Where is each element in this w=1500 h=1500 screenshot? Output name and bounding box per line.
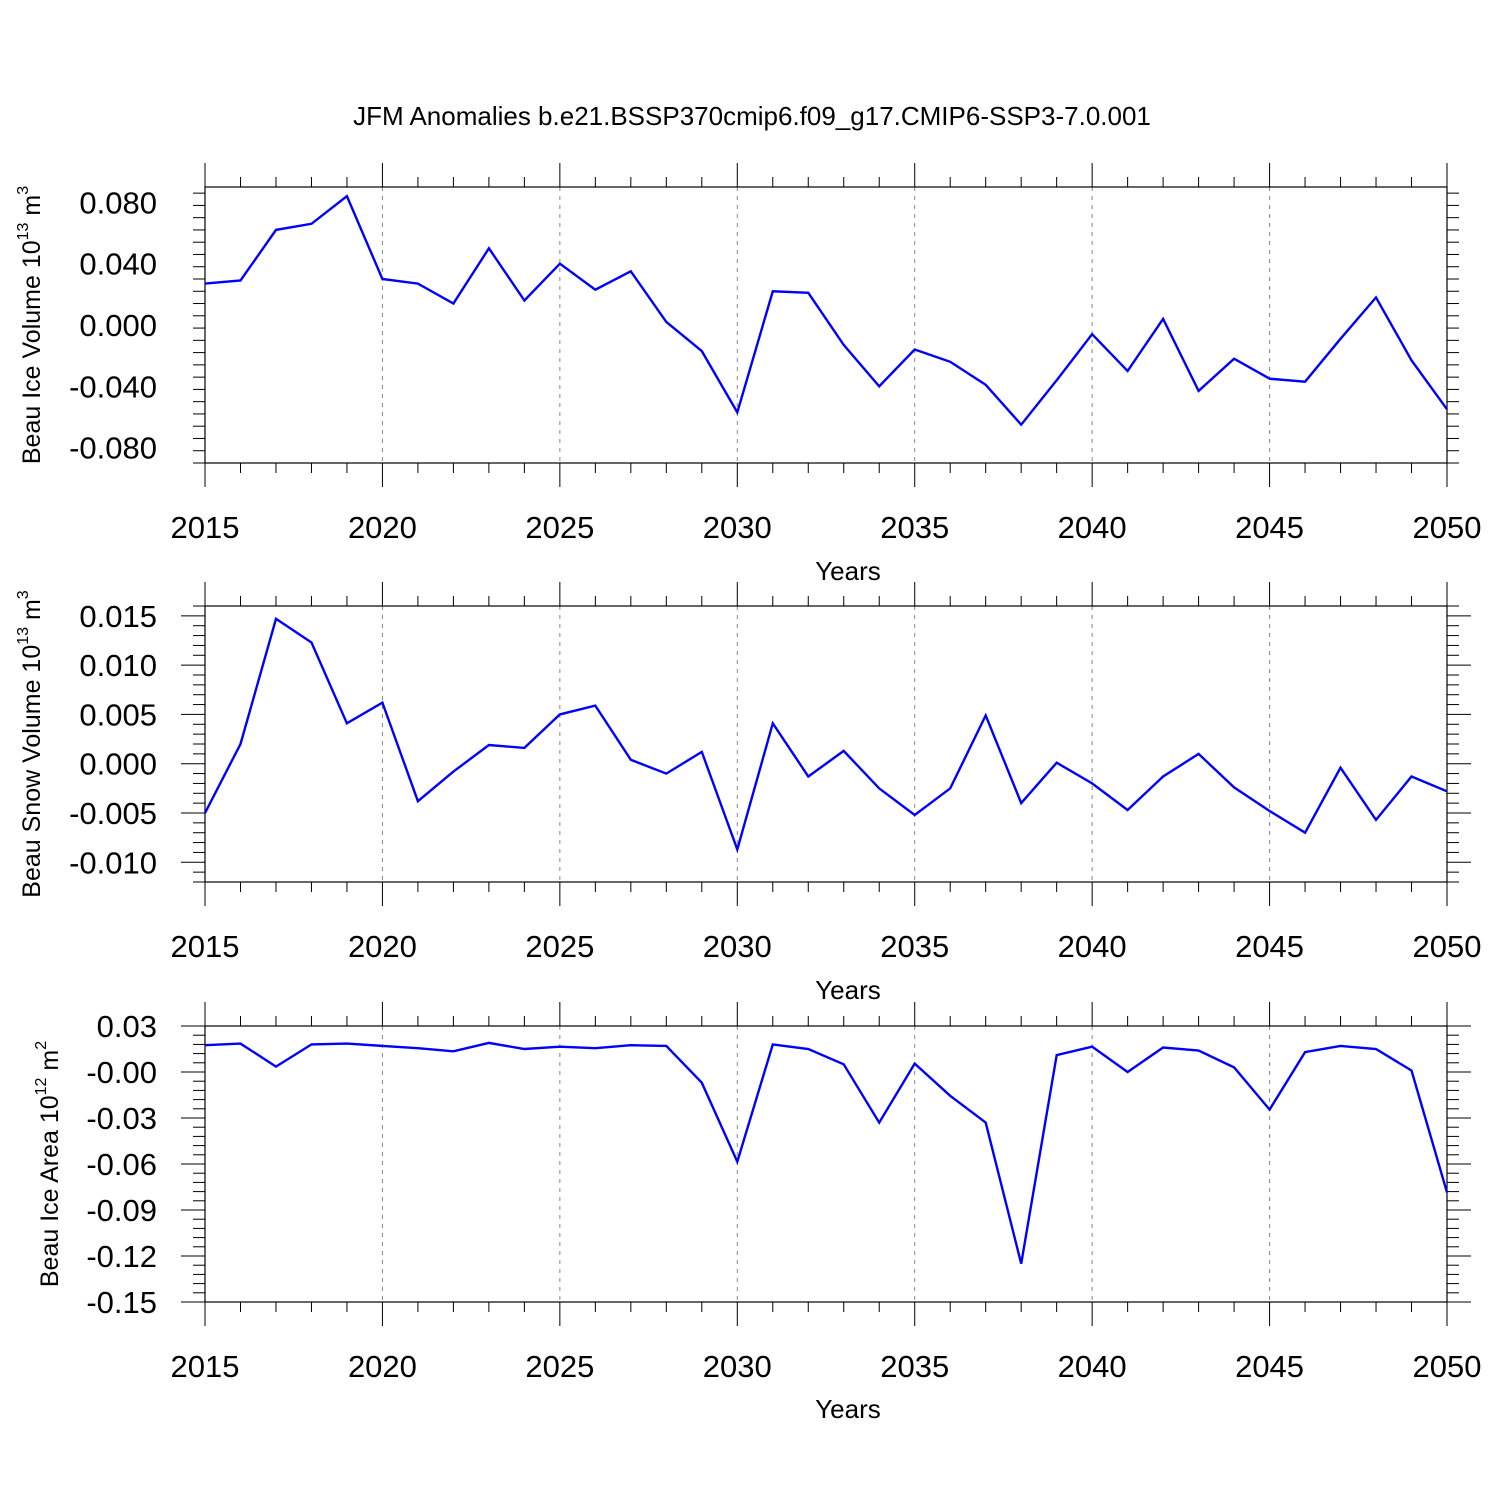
x-tick-label: 2025 bbox=[525, 929, 594, 964]
x-tick-label: 2045 bbox=[1235, 929, 1304, 964]
plot-frame bbox=[204, 605, 1448, 883]
x-tick-label: 2015 bbox=[171, 929, 240, 964]
y-tick-label: 0.040 bbox=[79, 247, 157, 282]
y-axis-label: Beau Ice Area 1012 m2 bbox=[33, 1041, 64, 1287]
x-tick-label: 2020 bbox=[348, 1349, 417, 1384]
x-tick-label: 2035 bbox=[880, 510, 949, 545]
x-tick-label: 2015 bbox=[171, 510, 240, 545]
y-tick-label: -0.010 bbox=[69, 845, 157, 880]
y-tick-label: -0.06 bbox=[86, 1147, 157, 1182]
x-axis-label: Years bbox=[815, 556, 881, 586]
y-tick-label: -0.03 bbox=[86, 1101, 157, 1136]
y-tick-label: 0.015 bbox=[79, 599, 157, 634]
y-tick-label: -0.00 bbox=[86, 1055, 157, 1090]
chart-title: JFM Anomalies b.e21.BSSP370cmip6.f09_g17… bbox=[353, 101, 1151, 131]
x-tick-label: 2045 bbox=[1235, 1349, 1304, 1384]
chart-panel-1: -0.080 -0.040 0.000 0.040 0.080 2015 2020 2025 2… bbox=[15, 163, 1481, 586]
y-axis-label-main: Beau Snow Volume 10 bbox=[18, 645, 46, 898]
y-axis-label-main: Beau Ice Area 10 bbox=[36, 1095, 64, 1287]
y-tick-label: 0.03 bbox=[97, 1009, 157, 1044]
x-tick-label: 2035 bbox=[880, 1349, 949, 1384]
y-axis-label-exponent: 13 bbox=[15, 627, 32, 645]
y-axis-label-main: Beau Ice Volume 10 bbox=[18, 240, 46, 464]
chart-panel-3: -0.15 -0.12 -0.09 -0.06 -0.03 -0.00 0.03 2015 20… bbox=[33, 1002, 1481, 1424]
y-tick-label: 0.000 bbox=[79, 308, 157, 343]
series-line bbox=[203, 616, 1448, 854]
y-tick-label: -0.080 bbox=[69, 431, 157, 466]
x-axis-label: Years bbox=[815, 975, 881, 1005]
x-tick-label: 2030 bbox=[703, 510, 772, 545]
y-axis-label-unit-exponent: 2 bbox=[33, 1041, 50, 1050]
y-tick-label: -0.040 bbox=[69, 369, 157, 404]
y-axis-label-unit: m bbox=[18, 599, 46, 627]
y-tick-label: -0.12 bbox=[86, 1239, 157, 1274]
series-line bbox=[204, 194, 1448, 427]
y-axis-label: Beau Ice Volume 1013 m3 bbox=[15, 186, 46, 464]
y-axis-label-unit: m bbox=[36, 1050, 64, 1078]
chart-panel-2: -0.010 -0.005 0.000 0.005 0.010 0.015 2015 2020… bbox=[15, 582, 1481, 1005]
plot-frame bbox=[204, 1025, 1448, 1303]
x-tick-label: 2040 bbox=[1058, 1349, 1127, 1384]
y-tick-label: 0.005 bbox=[79, 697, 157, 732]
y-axis-label-unit-exponent: 3 bbox=[15, 590, 32, 599]
x-tick-label: 2050 bbox=[1413, 510, 1482, 545]
x-tick-label: 2015 bbox=[171, 1349, 240, 1384]
y-axis-label-exponent: 13 bbox=[15, 222, 32, 240]
x-tick-label: 2030 bbox=[703, 1349, 772, 1384]
y-tick-label: 0.080 bbox=[79, 185, 157, 220]
x-tick-label: 2025 bbox=[525, 510, 594, 545]
x-axis-label: Years bbox=[815, 1394, 881, 1424]
x-tick-label: 2025 bbox=[525, 1349, 594, 1384]
y-tick-label: 0.010 bbox=[79, 648, 157, 683]
x-tick-label: 2020 bbox=[348, 929, 417, 964]
y-axis-label: Beau Snow Volume 1013 m3 bbox=[15, 590, 46, 898]
x-tick-label: 2030 bbox=[703, 929, 772, 964]
x-tick-label: 2020 bbox=[348, 510, 417, 545]
x-tick-label: 2050 bbox=[1413, 929, 1482, 964]
y-axis-label-exponent: 12 bbox=[33, 1077, 50, 1095]
y-tick-label: -0.005 bbox=[69, 796, 157, 831]
y-tick-label: -0.15 bbox=[86, 1285, 157, 1320]
y-tick-label: -0.09 bbox=[86, 1193, 157, 1228]
y-tick-label: 0.000 bbox=[79, 747, 157, 782]
x-tick-label: 2050 bbox=[1413, 1349, 1482, 1384]
x-tick-label: 2040 bbox=[1058, 510, 1127, 545]
series-line bbox=[204, 1041, 1449, 1264]
plot-frame bbox=[204, 186, 1448, 464]
y-axis-label-unit-exponent: 3 bbox=[15, 186, 32, 195]
x-tick-label: 2040 bbox=[1058, 929, 1127, 964]
x-tick-label: 2035 bbox=[880, 929, 949, 964]
chart-panels: -0.080 -0.040 0.000 0.040 0.080 2015 2020 2025 2… bbox=[15, 163, 1481, 1424]
x-tick-label: 2045 bbox=[1235, 510, 1304, 545]
y-axis-label-unit: m bbox=[18, 195, 46, 223]
